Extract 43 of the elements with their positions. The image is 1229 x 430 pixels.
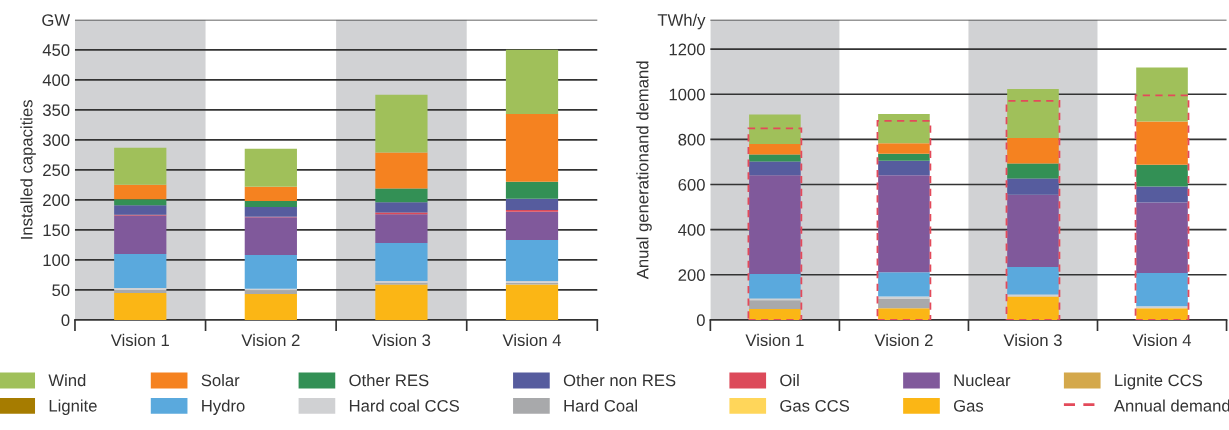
y-tick-label: 200	[43, 194, 70, 207]
y-tick-label: 800	[678, 133, 705, 146]
y-tick-label: 400	[678, 224, 705, 236]
y-tick-label: 600	[678, 178, 705, 191]
legend-label: Nuclear	[954, 374, 1011, 387]
y-tick-label: 250	[43, 164, 70, 177]
x-tick-label: Vision 1	[745, 333, 804, 347]
legend-label: Gas	[953, 399, 984, 412]
y-tick-label: 100	[43, 254, 70, 267]
y-tick-label: 450	[42, 44, 70, 56]
y-tick-label: TWh/y	[657, 13, 706, 30]
y-tick-label: 350	[42, 104, 70, 117]
legend-label: Annual demand	[1113, 399, 1229, 412]
x-tick-label: Vision 4	[1132, 333, 1192, 347]
y-tick-label: GW	[42, 14, 71, 26]
x-tick-label: Vision 3	[1003, 333, 1062, 347]
legend-label: Other RES	[349, 374, 429, 387]
y-tick-label: 150	[43, 224, 70, 237]
legend-label: Gas CCS	[780, 399, 850, 412]
legend-label: Other non RES	[563, 374, 676, 387]
y-tick-label: 1200	[669, 43, 705, 56]
x-tick-label: Vision 1	[110, 333, 169, 347]
legend-label: Hydro	[202, 399, 245, 415]
y-tick-label: 300	[42, 134, 70, 147]
legend-label: Lignite	[49, 399, 97, 415]
legend-label: Oil	[780, 374, 799, 387]
y-tick-label: 200	[678, 269, 705, 281]
x-tick-label: Vision 2	[241, 333, 300, 347]
legend-label: Lignite CCS	[1115, 374, 1203, 390]
y-axis-title: Anual generationand demand	[636, 61, 652, 280]
y-axis-title: Installed capacities	[20, 100, 36, 239]
x-tick-label: Vision 4	[502, 333, 562, 347]
y-tick-label: 0	[696, 314, 705, 327]
legend-label: Solar	[201, 374, 240, 387]
y-tick-label: 400	[42, 74, 70, 87]
legend-label: Hard Coal	[564, 399, 637, 412]
legend-label: Wind	[48, 374, 86, 387]
x-tick-label: Vision 2	[874, 333, 933, 347]
y-tick-label: 50	[52, 284, 70, 297]
y-tick-label: 1000	[669, 88, 705, 101]
y-tick-label: 0	[61, 314, 70, 327]
legend-label: Hard coal CCS	[349, 399, 459, 412]
x-tick-label: Vision 3	[372, 333, 431, 347]
